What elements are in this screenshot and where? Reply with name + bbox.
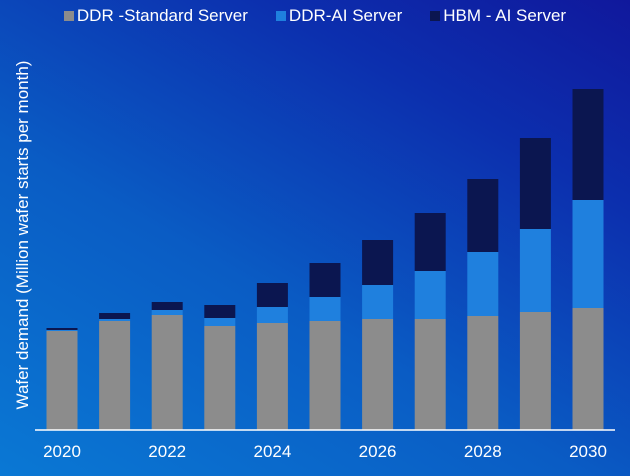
legend-item-ddr-ai: DDR-AI Server xyxy=(275,6,403,26)
bar-2022-series-1 xyxy=(151,310,183,315)
bar-2024-series-2 xyxy=(256,283,288,307)
bar-2028-series-1 xyxy=(467,252,499,316)
legend-label: DDR -Standard Server xyxy=(76,6,248,25)
bar-2021-series-2 xyxy=(99,313,131,319)
x-tick-label-2024: 2024 xyxy=(253,442,291,461)
bar-2025-series-0 xyxy=(309,321,341,430)
bar-2021-series-1 xyxy=(99,319,131,321)
bar-2023-series-2 xyxy=(204,305,236,318)
bar-2022-series-2 xyxy=(151,302,183,310)
bar-2028-series-2 xyxy=(467,179,499,252)
bar-2027-series-0 xyxy=(414,319,446,430)
bar-2027-series-1 xyxy=(414,271,446,319)
bar-2026-series-0 xyxy=(362,319,394,430)
bar-2020-series-1 xyxy=(46,330,78,331)
bar-2028-series-0 xyxy=(467,316,499,430)
legend-item-hbm-ai: HBM - AI Server xyxy=(430,6,566,26)
bar-2020-series-0 xyxy=(46,331,78,430)
bar-2029-series-0 xyxy=(519,312,551,430)
bar-2029-series-1 xyxy=(519,229,551,312)
bar-2021-series-0 xyxy=(99,321,131,430)
bar-2025-series-2 xyxy=(309,263,341,297)
x-tick-label-2026: 2026 xyxy=(359,442,397,461)
legend-swatch xyxy=(275,11,286,21)
legend-swatch xyxy=(63,11,74,21)
bar-2024-series-1 xyxy=(256,307,288,323)
bar-2030-series-2 xyxy=(572,89,604,200)
bar-2030-series-0 xyxy=(572,308,604,430)
x-tick-label-2022: 2022 xyxy=(148,442,186,461)
x-tick-label-2030: 2030 xyxy=(569,442,607,461)
bar-2022-series-0 xyxy=(151,315,183,430)
bar-2026-series-1 xyxy=(362,285,394,319)
legend-label: HBM - AI Server xyxy=(443,6,567,25)
legend: DDR -Standard Server DDR-AI Server HBM -… xyxy=(0,6,630,26)
legend-item-ddr-standard: DDR -Standard Server xyxy=(63,6,248,26)
bar-2025-series-1 xyxy=(309,297,341,321)
bar-2026-series-2 xyxy=(362,240,394,285)
bar-2023-series-1 xyxy=(204,318,236,326)
bar-2024-series-0 xyxy=(256,323,288,430)
bar-2027-series-2 xyxy=(414,213,446,271)
bar-2029-series-2 xyxy=(519,138,551,229)
x-tick-label-2020: 2020 xyxy=(43,442,81,461)
legend-label: DDR-AI Server xyxy=(288,6,403,25)
bar-2020-series-2 xyxy=(46,328,78,330)
legend-swatch xyxy=(430,11,441,21)
bar-2030-series-1 xyxy=(572,200,604,308)
x-tick-label-2028: 2028 xyxy=(464,442,502,461)
bar-2023-series-0 xyxy=(204,326,236,430)
